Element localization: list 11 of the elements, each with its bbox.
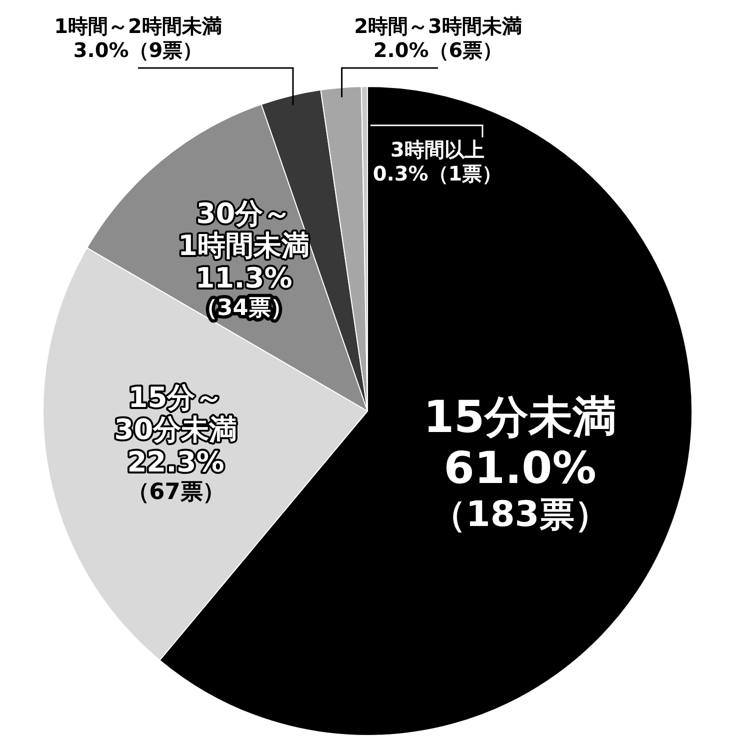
data-label: 61.0%（183票） — [430, 442, 610, 535]
slice-label: 1時間～2時間未満 — [54, 14, 222, 38]
data-label: 11.3%（34票） — [195, 261, 292, 321]
slice-label: 3時間以上 — [390, 138, 484, 162]
slice-label: 15分～30分未満 — [114, 381, 238, 446]
slice-label: 2時間～3時間未満 — [354, 14, 522, 38]
data-label: 0.3%（1票） — [372, 162, 502, 186]
slice-label: 15分未満 — [423, 392, 617, 444]
data-label: 2.0%（6票） — [373, 38, 503, 62]
data-label: 22.3%（67票） — [127, 445, 224, 505]
data-label: 3.0%（9票） — [73, 38, 203, 62]
